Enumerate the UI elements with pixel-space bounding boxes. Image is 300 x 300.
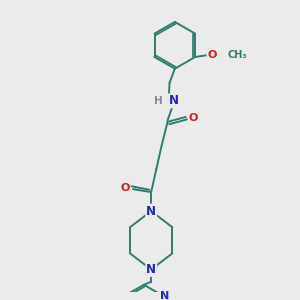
Text: O: O	[189, 113, 198, 123]
Text: N: N	[160, 291, 169, 300]
Text: O: O	[120, 183, 130, 193]
Text: O: O	[207, 50, 217, 60]
Text: CH₃: CH₃	[227, 50, 247, 60]
Text: N: N	[146, 205, 156, 218]
Text: H: H	[154, 96, 163, 106]
Text: N: N	[146, 263, 156, 276]
Text: N: N	[168, 94, 178, 107]
